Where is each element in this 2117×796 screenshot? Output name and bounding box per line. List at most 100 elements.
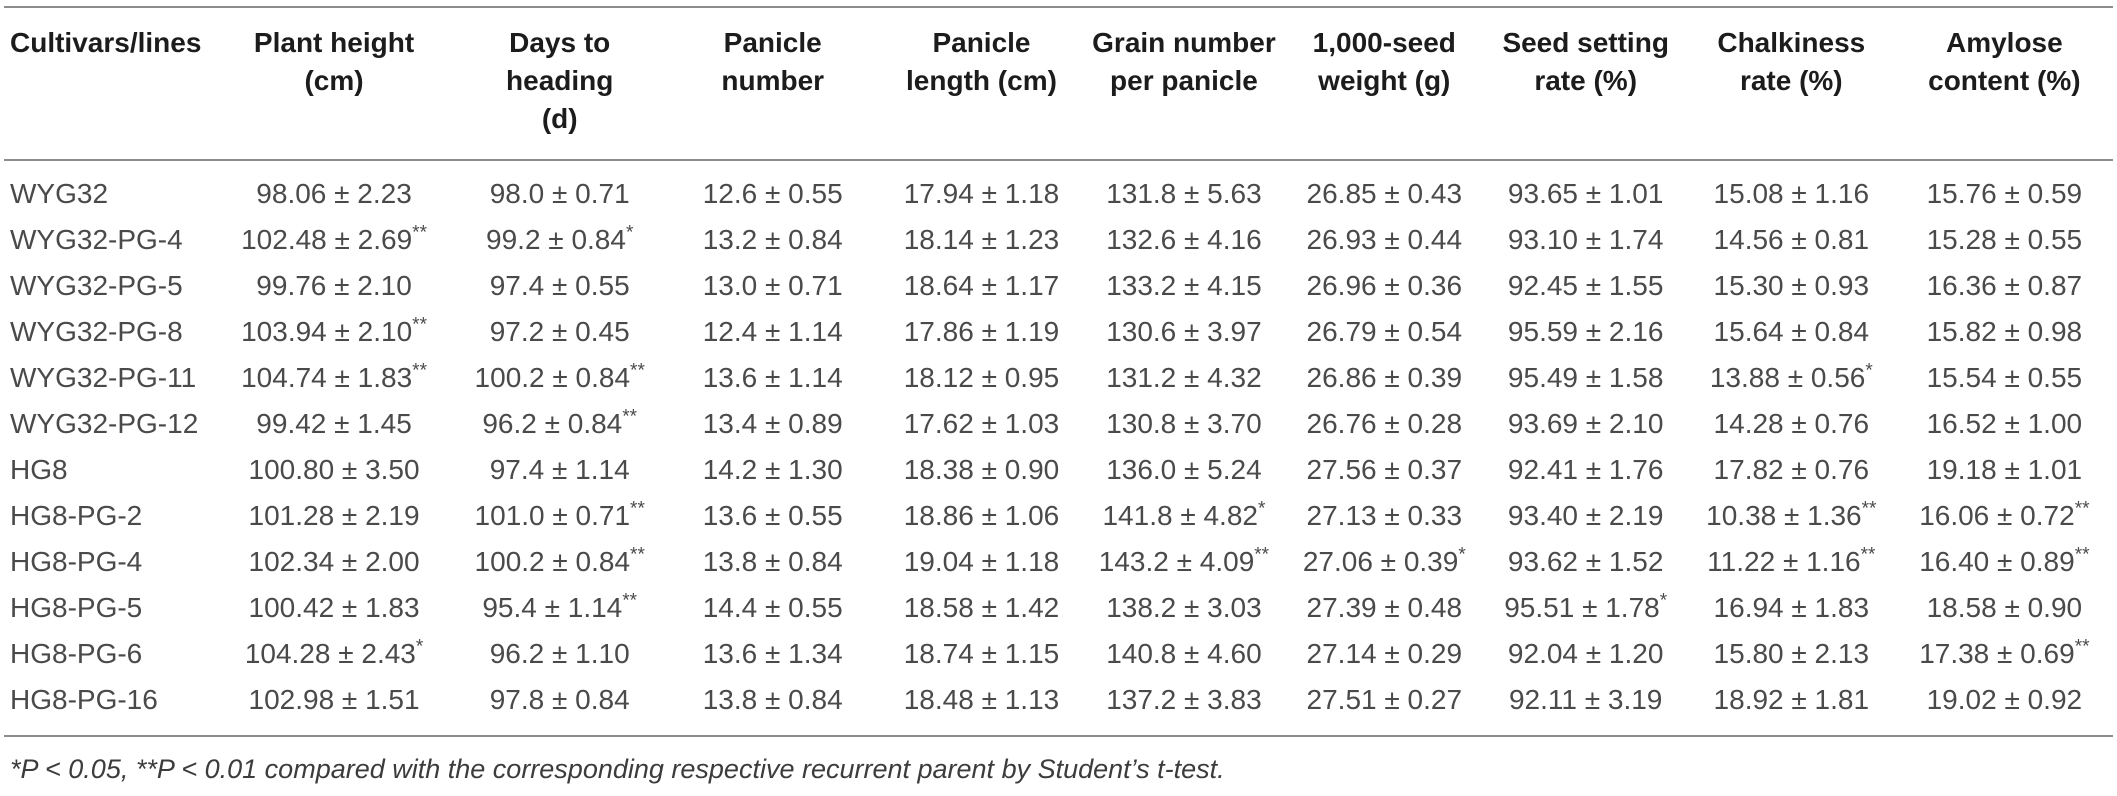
column-header: Plant height (cm) — [214, 5, 454, 162]
cell-value: 104.28 ± 2.43* — [244, 637, 424, 670]
column-header: Amylose content (%) — [1895, 5, 2113, 162]
cell-value: 15.28 ± 0.55 — [1926, 224, 2083, 256]
cell-value: 97.2 ± 0.45 — [489, 316, 630, 348]
cell-value: 130.8 ± 3.70 — [1106, 408, 1262, 440]
significance-marker: ** — [630, 545, 645, 567]
table-row: HG8 100.80 ± 3.50 97.4 ± 1.14 14.2 ± 1.30 18… — [4, 447, 2113, 493]
cell-value: 100.42 ± 1.83 — [248, 592, 420, 624]
cell-value: 13.6 ± 1.34 — [702, 638, 843, 670]
table-row: WYG32-PG-4 102.48 ± 2.69** 99.2 ± 0.84* 13.… — [4, 217, 2113, 263]
cell-value: 102.48 ± 2.69** — [241, 223, 427, 256]
cell-value: 130.6 ± 3.97 — [1106, 316, 1262, 348]
cell-value: 104.74 ± 1.83** — [241, 361, 427, 394]
cell-value: 17.62 ± 1.03 — [903, 408, 1060, 440]
cell-value: 10.38 ± 1.36** — [1706, 499, 1877, 532]
cell-value: 16.94 ± 1.83 — [1713, 592, 1870, 624]
cell-value: 143.2 ± 4.09** — [1098, 545, 1270, 578]
cell-value: 92.45 ± 1.55 — [1507, 270, 1664, 302]
row-label: HG8-PG-16 — [4, 677, 215, 738]
column-header: 1,000-seed weight (g) — [1284, 5, 1485, 162]
cell-value: 18.58 ± 1.42 — [903, 592, 1060, 624]
cell-value: 100.2 ± 0.84** — [474, 545, 645, 578]
cell-value: 132.6 ± 4.16 — [1106, 224, 1262, 256]
cell-value: 18.92 ± 1.81 — [1686, 677, 1896, 738]
row-label: WYG32-PG-5 — [10, 270, 183, 302]
cell-value: 14.28 ± 0.76 — [1713, 408, 1870, 440]
cell-value: 26.79 ± 0.54 — [1306, 316, 1463, 348]
column-header: Panicle number — [666, 5, 880, 162]
cell-value: 15.54 ± 0.55 — [1926, 362, 2083, 394]
cell-value: 103.94 ± 2.10** — [241, 315, 427, 348]
cell-value: 101.0 ± 0.71** — [474, 499, 645, 532]
cell-value: 93.69 ± 2.10 — [1507, 408, 1664, 440]
significance-marker: ** — [2074, 499, 2090, 521]
cell-value: 27.14 ± 0.29 — [1306, 638, 1463, 670]
cell-value: 16.36 ± 0.87 — [1926, 270, 2083, 302]
cell-value: 92.41 ± 1.76 — [1507, 454, 1664, 486]
cell-value: 19.02 ± 0.92 — [1895, 677, 2113, 738]
cell-value: 98.0 ± 0.71 — [489, 178, 630, 210]
row-label: WYG32-PG-4 — [10, 224, 183, 256]
cell-value: 12.4 ± 1.14 — [702, 316, 843, 348]
cell-value: 17.82 ± 0.76 — [1713, 454, 1870, 486]
footnote: *P < 0.05, **P < 0.01 compared with the … — [10, 754, 1225, 785]
cell-value: 13.88 ± 0.56* — [1709, 361, 1873, 394]
cell-value: 95.49 ± 1.58 — [1507, 362, 1664, 394]
cell-value: 15.64 ± 0.84 — [1713, 316, 1870, 348]
row-label: WYG32-PG-8 — [10, 316, 183, 348]
cell-value: 92.04 ± 1.20 — [1507, 638, 1664, 670]
results-table: Cultivars/lines Plant height (cm) Days to … — [4, 5, 2113, 738]
table-body: WYG32 98.06 ± 2.23 98.0 ± 0.71 12.6 ± 0.55 1… — [4, 160, 2113, 738]
cell-value: 95.4 ± 1.14** — [482, 591, 638, 624]
cell-value: 95.59 ± 2.16 — [1507, 316, 1664, 348]
cell-value: 131.8 ± 5.63 — [1106, 178, 1262, 210]
cell-value: 16.06 ± 0.72** — [1919, 499, 2090, 532]
cell-value: 13.2 ± 0.84 — [702, 224, 843, 256]
cell-value: 93.40 ± 2.19 — [1507, 500, 1664, 532]
row-label: HG8 — [10, 454, 68, 486]
column-header: Panicle length (cm) — [879, 5, 1084, 162]
cell-value: 137.2 ± 3.83 — [1083, 677, 1285, 738]
cell-value: 13.0 ± 0.71 — [702, 270, 843, 302]
cell-value: 27.56 ± 0.37 — [1306, 454, 1463, 486]
cell-value: 93.62 ± 1.52 — [1507, 546, 1664, 578]
cell-value: 14.4 ± 0.55 — [702, 592, 843, 624]
cell-value: 13.6 ± 0.55 — [702, 500, 843, 532]
cell-value: 18.74 ± 1.15 — [903, 638, 1060, 670]
cell-value: 14.2 ± 1.30 — [702, 454, 843, 486]
significance-marker: * — [415, 637, 424, 659]
cell-value: 140.8 ± 4.60 — [1106, 638, 1262, 670]
cell-value: 97.8 ± 0.84 — [453, 677, 667, 738]
table-row: WYG32-PG-11 104.74 ± 1.83** 100.2 ± 0.84**… — [4, 355, 2113, 401]
table-row: HG8-PG-4 102.34 ± 2.00 100.2 ± 0.84** 13.8 … — [4, 539, 2113, 585]
column-header: Cultivars/lines — [4, 5, 215, 162]
cell-value: 27.39 ± 0.48 — [1306, 592, 1463, 624]
cell-value: 93.65 ± 1.01 — [1507, 178, 1664, 210]
header-row: Cultivars/lines Plant height (cm) Days to … — [4, 5, 2113, 162]
cell-value: 141.8 ± 4.82* — [1102, 499, 1266, 532]
cell-value: 97.4 ± 1.14 — [489, 454, 630, 486]
significance-marker: ** — [622, 591, 638, 613]
cell-value: 102.98 ± 1.51 — [214, 677, 454, 738]
cell-value: 27.06 ± 0.39* — [1302, 545, 1466, 578]
cell-value: 18.64 ± 1.17 — [903, 270, 1060, 302]
significance-marker: ** — [630, 499, 645, 521]
table-row: HG8-PG-6 104.28 ± 2.43* 96.2 ± 1.10 13.6 ± … — [4, 631, 2113, 677]
cell-value: 13.4 ± 0.89 — [702, 408, 843, 440]
row-label: HG8-PG-4 — [10, 546, 143, 578]
cell-value: 11.22 ± 1.16** — [1707, 545, 1876, 578]
cell-value: 100.80 ± 3.50 — [248, 454, 420, 486]
cell-value: 18.48 ± 1.13 — [879, 677, 1084, 738]
cell-value: 93.10 ± 1.74 — [1507, 224, 1664, 256]
column-header: Days to heading (d) — [453, 5, 667, 162]
cell-value: 99.76 ± 2.10 — [256, 270, 412, 302]
cell-value: 133.2 ± 4.15 — [1106, 270, 1262, 302]
significance-marker: ** — [622, 407, 638, 429]
significance-marker: ** — [1860, 545, 1876, 567]
column-header: Grain number per panicle — [1083, 5, 1285, 162]
cell-value: 27.13 ± 0.33 — [1306, 500, 1463, 532]
cell-value: 27.51 ± 0.27 — [1284, 677, 1485, 738]
cell-value: 26.76 ± 0.28 — [1306, 408, 1463, 440]
table-row: HG8-PG-2 101.28 ± 2.19 101.0 ± 0.71** 13.6 … — [4, 493, 2113, 539]
cell-value: 18.58 ± 0.90 — [1926, 592, 2083, 624]
